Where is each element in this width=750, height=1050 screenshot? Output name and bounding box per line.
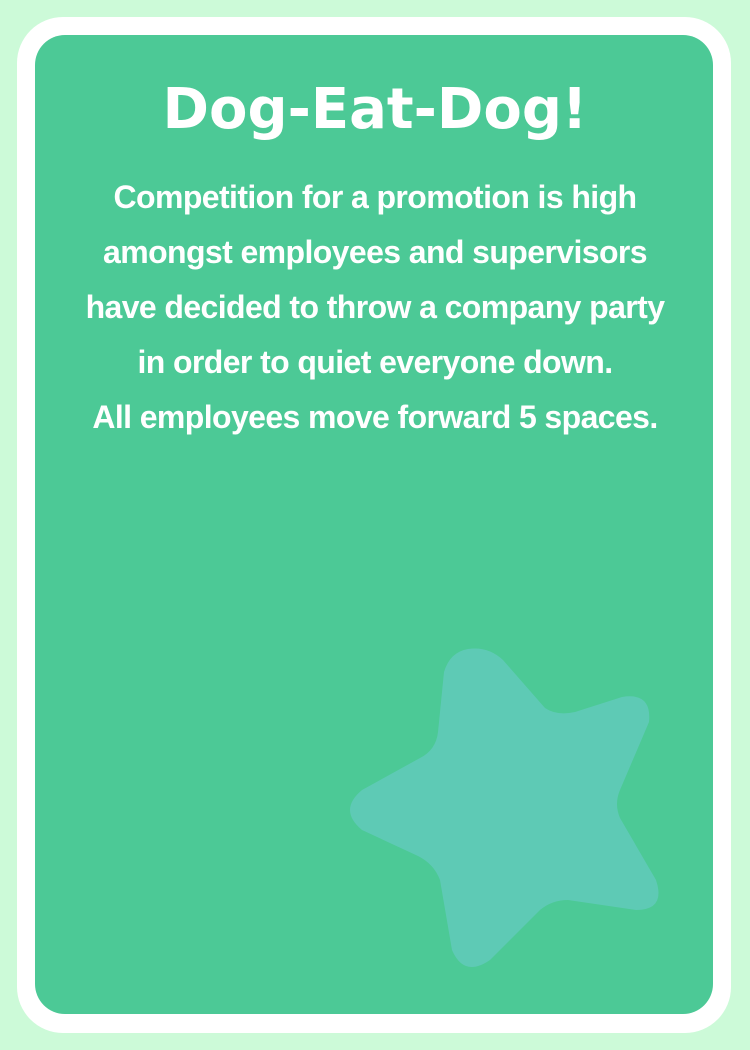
- card-body-line: have decided to throw a company party: [85, 289, 665, 325]
- card-body: Competition for a promotion is high amon…: [0, 170, 750, 445]
- card-body-line: All employees move forward 5 spaces.: [92, 399, 658, 435]
- card-body-line: Competition for a promotion is high: [113, 179, 638, 215]
- card-title: Dog-Eat-Dog!: [162, 77, 588, 142]
- card-body-line: amongst employees and supervisors: [103, 234, 648, 270]
- card-body-line: in order to quiet everyone down.: [137, 344, 613, 380]
